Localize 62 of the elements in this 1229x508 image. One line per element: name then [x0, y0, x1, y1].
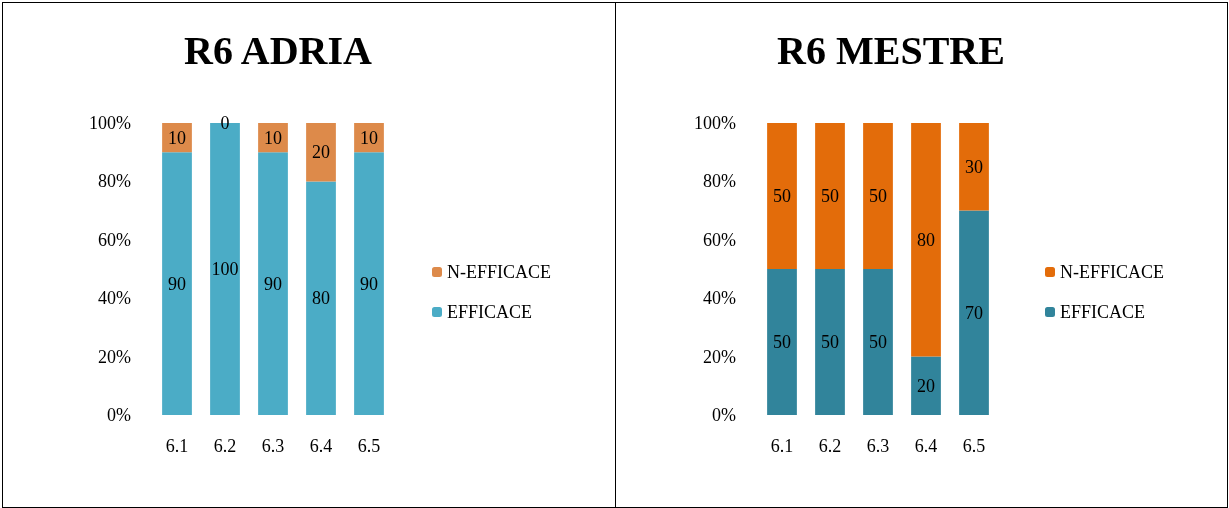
bar [258, 152, 288, 415]
data-label: 10 [360, 127, 378, 148]
x-tick-label: 6.3 [866, 436, 890, 456]
data-label: 50 [773, 186, 791, 206]
data-label: 20 [312, 142, 330, 163]
bar [306, 181, 336, 415]
data-label: 90 [360, 273, 378, 294]
y-tick-label: 0% [107, 405, 131, 425]
bar [863, 269, 893, 415]
x-tick-label: 6.2 [213, 436, 237, 456]
y-tick-label: 40% [98, 288, 131, 309]
legend-label: EFFICACE [447, 302, 533, 322]
data-label: 80 [312, 288, 330, 309]
bar [162, 152, 192, 415]
bar [815, 269, 845, 415]
x-tick-label: 6.5 [357, 436, 381, 456]
y-tick-label: 20% [98, 346, 131, 367]
legend-label: EFFICACE [1060, 302, 1146, 322]
y-tick-label: 100% [694, 113, 736, 133]
y-tick-label: 40% [703, 288, 736, 309]
bar [815, 123, 845, 269]
data-label: 70 [965, 302, 983, 323]
bar [767, 269, 797, 415]
x-tick-label: 6.2 [818, 436, 842, 456]
bar [306, 123, 336, 182]
y-tick-label: 80% [703, 171, 736, 192]
y-tick-label: 80% [98, 171, 131, 192]
data-label: 90 [264, 273, 282, 294]
bar [863, 123, 893, 269]
y-tick-label: 20% [703, 346, 736, 367]
x-tick-label: 6.1 [165, 436, 189, 456]
bar [767, 123, 797, 269]
data-label: 50 [869, 332, 887, 352]
y-tick-label: 100% [89, 113, 131, 133]
bar [354, 152, 384, 415]
x-tick-label: 6.5 [962, 436, 986, 456]
x-tick-label: 6.3 [261, 436, 285, 456]
data-label: 30 [965, 156, 983, 177]
data-label: 100 [211, 259, 239, 279]
legend-label: N-EFFICACE [1060, 262, 1165, 282]
data-label: 50 [773, 332, 791, 352]
data-label: 10 [264, 127, 282, 148]
chart-title: R6 ADRIA [184, 27, 373, 73]
data-label: 50 [821, 186, 839, 206]
x-tick-label: 6.4 [914, 436, 938, 456]
data-label: 90 [168, 273, 186, 294]
data-label: 50 [869, 186, 887, 206]
data-label: 20 [917, 375, 935, 396]
y-tick-label: 60% [703, 229, 736, 250]
legend-label: N-EFFICACE [447, 262, 552, 282]
y-tick-label: 60% [98, 229, 131, 250]
bar [911, 123, 941, 357]
bar [959, 123, 989, 211]
x-tick-label: 6.1 [770, 436, 794, 456]
chart-title: R6 MESTRE [777, 27, 1005, 73]
bar [911, 356, 941, 415]
x-tick-label: 6.4 [309, 436, 333, 456]
data-label: 10 [168, 127, 186, 148]
data-label: 50 [821, 332, 839, 352]
data-label: 80 [917, 229, 935, 250]
y-tick-label: 0% [712, 405, 736, 425]
bar [959, 210, 989, 415]
